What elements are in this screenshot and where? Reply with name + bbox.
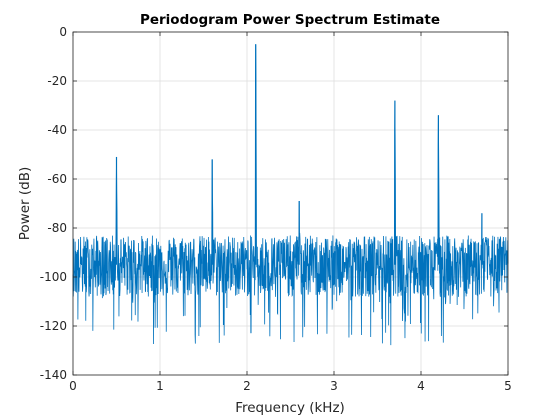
y-tick-label: -40	[47, 123, 67, 137]
y-tick-label: -140	[40, 368, 67, 382]
peak-marks	[115, 44, 483, 265]
y-tick-labels: 0 -20 -40 -60 -80 -100 -120 -140	[40, 25, 67, 382]
x-tick-label: 0	[69, 379, 77, 393]
axis-ticks	[72, 31, 509, 376]
x-tick-label: 5	[504, 379, 512, 393]
x-tick-label: 2	[243, 379, 251, 393]
y-tick-label: -120	[40, 319, 67, 333]
y-axis-label: Power (dB)	[17, 167, 33, 240]
spectrum-line	[72, 44, 509, 346]
axes-box	[72, 31, 509, 376]
x-tick-label: 3	[330, 379, 338, 393]
x-tick-labels: 0 1 2 3 4 5	[69, 379, 512, 393]
x-tick-label: 1	[156, 379, 164, 393]
y-tick-label: -60	[47, 172, 67, 186]
y-tick-label: -80	[47, 221, 67, 235]
x-tick-label: 4	[417, 379, 425, 393]
x-axis-label: Frequency (kHz)	[235, 400, 345, 416]
chart-title: Periodogram Power Spectrum Estimate	[140, 12, 440, 28]
y-tick-label: 0	[59, 25, 67, 39]
grid	[72, 31, 509, 376]
y-tick-label: -20	[47, 74, 67, 88]
y-tick-label: -100	[40, 270, 67, 284]
